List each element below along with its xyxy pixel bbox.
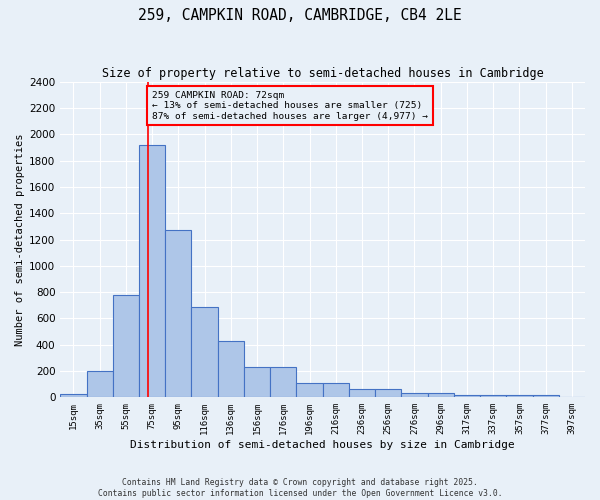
Bar: [559, 396, 585, 398]
Text: 259, CAMPKIN ROAD, CAMBRIDGE, CB4 2LE: 259, CAMPKIN ROAD, CAMBRIDGE, CB4 2LE: [138, 8, 462, 22]
Bar: [165, 230, 191, 398]
Bar: [401, 392, 428, 398]
Bar: [270, 367, 296, 398]
Text: Contains HM Land Registry data © Crown copyright and database right 2025.
Contai: Contains HM Land Registry data © Crown c…: [98, 478, 502, 498]
Bar: [480, 394, 506, 398]
Bar: [113, 294, 139, 398]
Bar: [244, 367, 270, 398]
Title: Size of property relative to semi-detached houses in Cambridge: Size of property relative to semi-detach…: [102, 68, 544, 80]
Y-axis label: Number of semi-detached properties: Number of semi-detached properties: [15, 133, 25, 346]
Bar: [139, 145, 165, 398]
Bar: [506, 396, 533, 398]
Bar: [533, 396, 559, 398]
Bar: [428, 392, 454, 398]
X-axis label: Distribution of semi-detached houses by size in Cambridge: Distribution of semi-detached houses by …: [130, 440, 515, 450]
Bar: [323, 383, 349, 398]
Bar: [296, 383, 323, 398]
Bar: [349, 390, 375, 398]
Bar: [191, 306, 218, 398]
Bar: [375, 390, 401, 398]
Bar: [86, 371, 113, 398]
Bar: [454, 394, 480, 398]
Bar: [218, 341, 244, 398]
Bar: [60, 394, 86, 398]
Text: 259 CAMPKIN ROAD: 72sqm
← 13% of semi-detached houses are smaller (725)
87% of s: 259 CAMPKIN ROAD: 72sqm ← 13% of semi-de…: [152, 91, 428, 120]
